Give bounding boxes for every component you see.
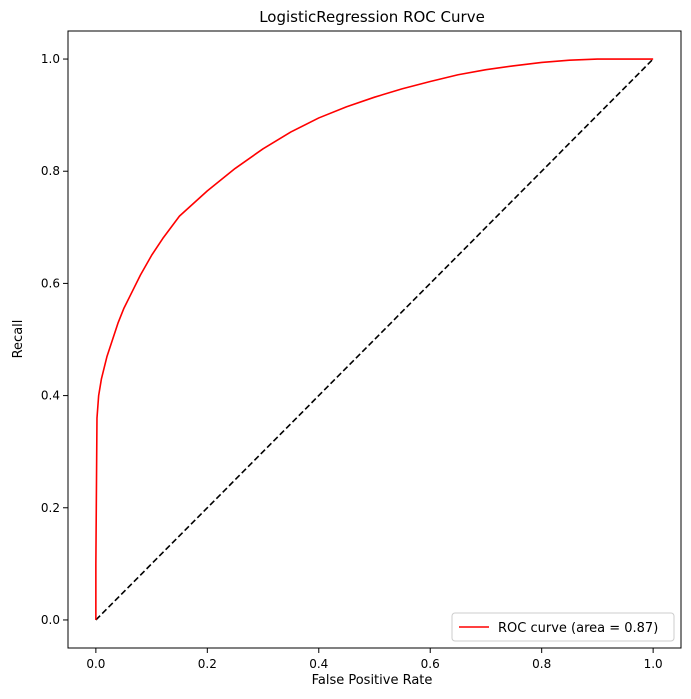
y-tick-label: 0.2 [41,501,60,515]
y-tick-label: 1.0 [41,52,60,66]
chart-title: LogisticRegression ROC Curve [259,8,485,26]
roc-curve-line [95,58,654,620]
plot-frame [67,30,682,649]
x-tick-label: 0.6 [421,657,440,671]
legend-label-roc: ROC curve (area = 0.87) [498,621,658,636]
x-tick-label: 1.0 [644,657,663,671]
y-axis-label: Recall [11,320,26,359]
y-tick-label: 0.8 [41,164,60,178]
y-tick-label: 0.0 [41,613,60,627]
legend-box [451,612,675,642]
x-tick-label: 0.0 [86,657,105,671]
x-tick-label: 0.2 [198,657,217,671]
plot-area [95,58,654,621]
y-tick-label: 0.6 [41,276,60,290]
axis-ticks: 0.0 0.2 0.4 0.6 0.8 1.0 0.0 0.2 0.4 0.6 0.8 1.0 [41,52,663,671]
x-tick-label: 0.8 [532,657,551,671]
x-tick-label: 0.4 [309,657,328,671]
legend: ROC curve (area = 0.87) [451,612,675,642]
chance-diagonal-line [95,58,654,621]
x-axis-label: False Positive Rate [312,673,433,688]
y-tick-label: 0.4 [41,389,60,403]
